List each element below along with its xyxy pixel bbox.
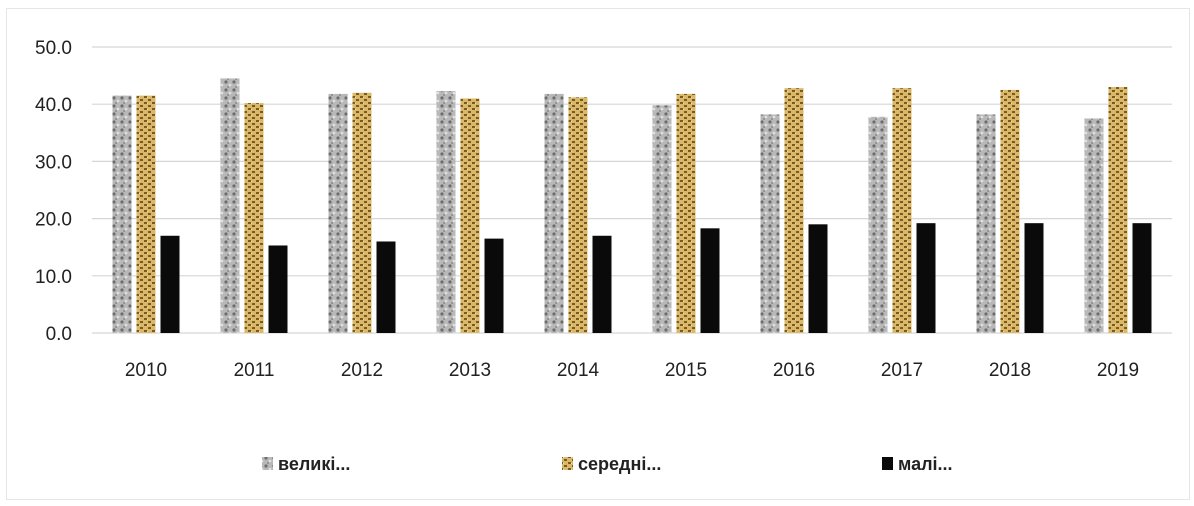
x-tick-label: 2014 [557, 360, 600, 381]
x-tick-label: 2019 [1097, 360, 1139, 381]
bar-small-2015 [700, 228, 720, 333]
bar-large-2016 [760, 114, 780, 333]
bar-medium-2010 [136, 95, 156, 334]
x-tick-label: 2015 [665, 360, 707, 381]
bar-small-2014 [592, 235, 612, 333]
bar-medium-2016 [784, 88, 804, 334]
y-tick-label: 20.0 [35, 210, 72, 231]
bar-large-2018 [976, 114, 996, 333]
legend-label-large: великі... [278, 454, 350, 474]
legend-swatch-large [262, 457, 273, 470]
legend-swatch-small [882, 457, 893, 470]
bar-large-2012 [328, 93, 348, 334]
legend-swatch-medium [562, 457, 573, 470]
bar-large-2010 [112, 95, 132, 334]
bar-medium-2017 [892, 88, 912, 334]
bar-medium-2018 [1000, 89, 1020, 334]
bar-medium-2011 [244, 103, 264, 333]
x-tick-label: 2010 [125, 360, 167, 381]
y-tick-label: 50.0 [35, 38, 72, 59]
bar-large-2014 [544, 93, 564, 334]
bar-large-2013 [436, 91, 456, 333]
bar-small-2016 [808, 224, 828, 333]
x-tick-label: 2013 [449, 360, 491, 381]
legend-label-medium: середні... [578, 454, 661, 474]
bar-large-2015 [652, 105, 672, 334]
bar-small-2017 [916, 223, 936, 333]
bar-small-2012 [376, 241, 396, 333]
bar-medium-2019 [1108, 87, 1128, 333]
bar-small-2010 [160, 235, 180, 333]
bar-large-2017 [868, 116, 888, 333]
bar-medium-2015 [676, 93, 696, 334]
x-tick-label: 2011 [234, 360, 275, 381]
bar-medium-2012 [352, 92, 372, 333]
x-tick-label: 2012 [341, 360, 383, 381]
y-tick-label: 40.0 [35, 95, 72, 116]
y-tick-label: 30.0 [35, 152, 72, 173]
bar-large-2019 [1084, 118, 1104, 333]
bar-small-2019 [1132, 223, 1152, 333]
legend-label-small: малі... [898, 454, 953, 474]
bar-medium-2013 [460, 98, 480, 333]
bar-large-2011 [220, 78, 240, 334]
x-tick-label: 2016 [773, 360, 815, 381]
x-tick-label: 2017 [881, 360, 923, 381]
y-tick-label: 0.0 [46, 324, 72, 345]
bar-small-2018 [1024, 223, 1044, 333]
bar-medium-2014 [568, 97, 588, 333]
bar-small-2011 [268, 245, 288, 333]
y-tick-label: 10.0 [35, 267, 72, 288]
bar-small-2013 [484, 238, 504, 333]
x-tick-label: 2018 [989, 360, 1031, 381]
